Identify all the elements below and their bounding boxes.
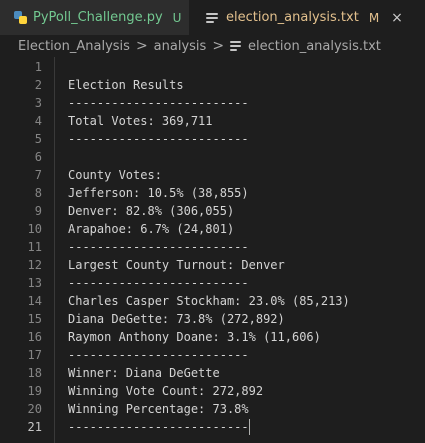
- line-text: -------------------------: [68, 96, 249, 110]
- line-number: 19: [27, 384, 42, 398]
- text-file-icon: [230, 40, 242, 52]
- code-line[interactable]: 12 Largest County Turnout: Denver: [0, 256, 425, 274]
- code-line[interactable]: 14 Charles Casper Stockham: 23.0% (85,213…: [0, 292, 425, 310]
- line-text: Jefferson: 10.5% (38,855): [68, 186, 249, 200]
- code-line[interactable]: 10 Arapahoe: 6.7% (24,801): [0, 220, 425, 238]
- line-text: Denver: 82.8% (306,055): [68, 204, 235, 218]
- code-line[interactable]: 4 Total Votes: 369,711: [0, 112, 425, 130]
- code-line[interactable]: 13 -------------------------: [0, 274, 425, 292]
- gutter-divider: [54, 57, 55, 443]
- line-text: Total Votes: 369,711: [68, 114, 213, 128]
- line-number: 20: [27, 402, 42, 416]
- code-line[interactable]: 21 -------------------------: [0, 418, 425, 436]
- line-text: County Votes:: [68, 168, 162, 182]
- code-line[interactable]: 2 Election Results: [0, 76, 425, 94]
- line-text: -------------------------: [68, 276, 249, 290]
- line-text: Raymon Anthony Doane: 3.1% (11,606): [68, 330, 321, 344]
- line-number: 1: [34, 60, 42, 74]
- text-file-icon: [205, 12, 219, 24]
- breadcrumb-item-project[interactable]: Election_Analysis: [18, 38, 130, 54]
- code-line[interactable]: 19 Winning Vote Count: 272,892: [0, 382, 425, 400]
- text-cursor: [249, 419, 250, 435]
- line-number: 9: [34, 204, 42, 218]
- line-number: 8: [34, 186, 42, 200]
- code-line[interactable]: 7 County Votes:: [0, 166, 425, 184]
- code-line[interactable]: 3 -------------------------: [0, 94, 425, 112]
- line-text: Winner: Diana DeGette: [68, 366, 220, 380]
- line-number: 13: [27, 276, 42, 290]
- code-line[interactable]: 6: [0, 148, 425, 166]
- line-text: -------------------------: [68, 348, 249, 362]
- code-line[interactable]: 16 Raymon Anthony Doane: 3.1% (11,606): [0, 328, 425, 346]
- chevron-right-icon: >: [135, 38, 148, 54]
- code-line[interactable]: 18 Winner: Diana DeGette: [0, 364, 425, 382]
- line-text: Election Results: [68, 78, 184, 92]
- line-number: 7: [34, 168, 42, 182]
- line-text: Largest County Turnout: Denver: [68, 258, 285, 272]
- line-number: 18: [27, 366, 42, 380]
- close-tab-icon[interactable]: ×: [391, 9, 403, 26]
- line-text: Charles Casper Stockham: 23.0% (85,213): [68, 294, 350, 308]
- tab-election-analysis[interactable]: election_analysis.txt M ×: [189, 0, 425, 35]
- breadcrumb-item-folder[interactable]: analysis: [153, 38, 207, 54]
- code-line[interactable]: 15 Diana DeGette: 73.8% (272,892): [0, 310, 425, 328]
- python-file-icon: [14, 11, 27, 24]
- code-line[interactable]: 8 Jefferson: 10.5% (38,855): [0, 184, 425, 202]
- tab-pypoll-challenge[interactable]: PyPoll_Challenge.py U: [0, 0, 189, 35]
- line-number: 17: [27, 348, 42, 362]
- chevron-right-icon: >: [212, 38, 225, 54]
- line-text: -------------------------: [68, 132, 249, 146]
- code-line[interactable]: 9 Denver: 82.8% (306,055): [0, 202, 425, 220]
- line-text: Arapahoe: 6.7% (24,801): [68, 222, 235, 236]
- line-text: Diana DeGette: 73.8% (272,892): [68, 312, 285, 326]
- untracked-badge: U: [172, 10, 182, 25]
- breadcrumb: Election_Analysis > analysis > election_…: [0, 35, 425, 57]
- line-number: 6: [34, 150, 42, 164]
- line-number: 2: [34, 78, 42, 92]
- tab-label: election_analysis.txt: [226, 10, 359, 25]
- line-number: 12: [27, 258, 42, 272]
- line-text: -------------------------: [68, 240, 249, 254]
- line-number: 3: [34, 96, 42, 110]
- line-number: 14: [27, 294, 42, 308]
- editor[interactable]: 1 2 Election Results 3 ---------------------…: [0, 57, 425, 443]
- code-line[interactable]: 5 -------------------------: [0, 130, 425, 148]
- line-text: -------------------------: [68, 420, 249, 434]
- line-number: 15: [27, 312, 42, 326]
- line-text: Winning Vote Count: 272,892: [68, 384, 264, 398]
- code-line[interactable]: 11 -------------------------: [0, 238, 425, 256]
- line-number: 10: [27, 222, 42, 236]
- line-text: Winning Percentage: 73.8%: [68, 402, 249, 416]
- line-number: 11: [27, 240, 42, 254]
- modified-badge: M: [368, 10, 380, 25]
- code-line[interactable]: 20 Winning Percentage: 73.8%: [0, 400, 425, 418]
- tab-bar: PyPoll_Challenge.py U election_analysis.…: [0, 0, 425, 35]
- line-number: 21: [27, 420, 42, 434]
- breadcrumb-item-file[interactable]: election_analysis.txt: [248, 38, 381, 54]
- line-number: 4: [34, 114, 42, 128]
- line-number: 5: [34, 132, 42, 146]
- code-line[interactable]: 17 -------------------------: [0, 346, 425, 364]
- code-line[interactable]: 1: [0, 58, 425, 76]
- line-number: 16: [27, 330, 42, 344]
- tab-label: PyPoll_Challenge.py: [33, 10, 163, 25]
